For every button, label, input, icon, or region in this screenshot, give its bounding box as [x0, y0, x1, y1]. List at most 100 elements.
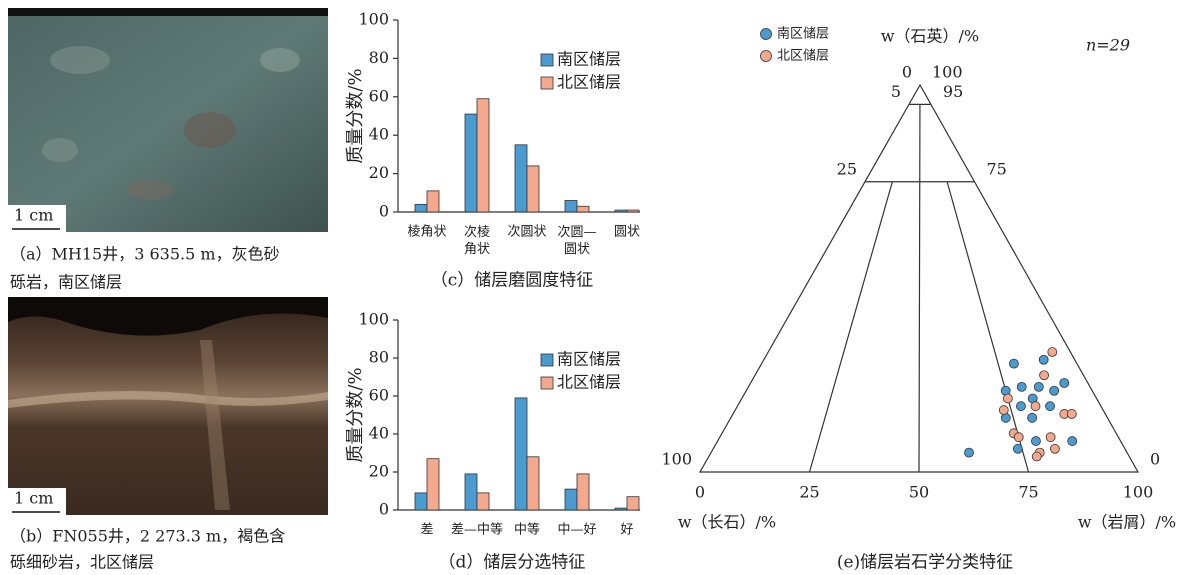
data-point [1013, 432, 1024, 443]
data-point [1002, 393, 1013, 404]
data-point [1059, 378, 1070, 388]
bar [464, 473, 478, 511]
data-point [1016, 401, 1026, 412]
data-point [1031, 436, 1041, 446]
bar [614, 209, 628, 213]
clast [128, 180, 172, 200]
x-tick-label: 0 [695, 483, 705, 502]
caption-line: （a）MH15井，3 635.5 m，灰色砂 [10, 245, 280, 264]
bar [426, 458, 440, 511]
top-axis-label: w（石英）/% [881, 27, 979, 46]
legend-swatch [540, 376, 554, 390]
data-point [1038, 354, 1049, 365]
right-axis-label: w（岩屑）/% [1078, 513, 1176, 532]
y-tick-label: 40 [369, 125, 389, 144]
y-tick-label: 20 [369, 462, 389, 481]
data-point [1039, 370, 1049, 381]
x-tick-label: 好 [620, 523, 633, 538]
bar [414, 203, 428, 213]
data-point [964, 447, 974, 458]
bar [526, 165, 540, 213]
y-tick-label: 80 [369, 348, 389, 367]
scale-label: 1 cm [14, 489, 53, 508]
legend-label: 南区储层 [557, 50, 621, 69]
photo-edge [8, 8, 328, 16]
photo-a [8, 8, 328, 232]
y-tick-label: 100 [358, 10, 389, 29]
left-tick-label: 5 [891, 82, 901, 101]
ratio-line [918, 104, 921, 473]
bar [564, 488, 578, 511]
y-tick-label: 0 [379, 202, 389, 221]
data-point [1008, 358, 1019, 369]
scale-label: 1 cm [14, 206, 53, 225]
x-tick-label: 差 [420, 523, 433, 538]
data-point [1016, 381, 1027, 392]
y-tick-label: 100 [358, 310, 389, 329]
legend-label: 南区储层 [777, 26, 829, 42]
caption-line: 砾细砂岩，北区储层 [10, 553, 154, 572]
vein [200, 340, 230, 510]
legend-label: 北区储层 [557, 373, 621, 392]
legend-marker [760, 28, 772, 40]
y-tick-label: 60 [369, 386, 389, 405]
chart-title: （d）储层分选特征 [439, 553, 586, 573]
left-tick-label: 100 [661, 450, 692, 469]
data-point [1030, 401, 1041, 412]
caption-line: 砾岩，南区储层 [10, 273, 122, 292]
data-point [1027, 412, 1038, 423]
data-point [1012, 443, 1023, 454]
right-tick-label: 95 [943, 82, 963, 101]
x-tick-label: 中等 [514, 522, 540, 538]
left-axis-label: w（长石）/% [678, 513, 776, 532]
x-tick-label: 中—好 [557, 523, 596, 538]
right-tick-label: 75 [987, 159, 1007, 178]
x-tick-label: 次圆状 [507, 224, 546, 240]
legend-label: 北区储层 [557, 73, 621, 92]
data-point [1045, 432, 1056, 443]
legend-label: 南区储层 [557, 350, 621, 369]
bar [414, 492, 428, 511]
y-tick-label: 20 [369, 163, 389, 182]
bar [626, 209, 640, 213]
caption-line: （b）FN055井，2 273.3 m，褐色含 [10, 527, 285, 546]
bar [626, 496, 640, 511]
scale-box [8, 488, 66, 515]
photo-edge [8, 297, 328, 336]
y-axis-label: 质量分数/% [345, 367, 366, 462]
data-point [1033, 381, 1044, 392]
bar [576, 473, 590, 511]
legend-swatch [540, 53, 554, 67]
bar [476, 98, 490, 213]
chart-title: （c）储层磨圆度特征 [431, 271, 594, 291]
y-tick-label: 0 [379, 500, 389, 519]
annotation: n=29 [1086, 36, 1130, 55]
y-tick-label: 60 [369, 86, 389, 105]
x-tick-label: 次棱角状 [464, 224, 490, 257]
clast [184, 112, 236, 148]
y-axis-label: 质量分数/% [345, 68, 366, 163]
clast [42, 138, 78, 162]
legend-label: 北区储层 [777, 49, 829, 64]
lamina [8, 391, 328, 408]
right-tick-label: 100 [932, 63, 963, 82]
data-point [1050, 443, 1060, 454]
legend-swatch [540, 353, 554, 367]
x-tick-label: 棱角状 [407, 224, 446, 240]
legend-marker [760, 50, 772, 62]
data-point [1047, 347, 1058, 357]
x-tick-label: 75 [1018, 483, 1038, 502]
clast [50, 46, 110, 74]
bar [476, 492, 490, 511]
bar [614, 507, 628, 511]
bar [426, 190, 440, 213]
bar [514, 144, 528, 213]
bar [464, 113, 478, 213]
legend-swatch [540, 76, 554, 90]
data-point [1066, 409, 1077, 419]
left-tick-label: 25 [837, 159, 857, 178]
y-tick-label: 40 [369, 424, 389, 443]
data-point [998, 405, 1009, 415]
scale-box [8, 205, 66, 232]
